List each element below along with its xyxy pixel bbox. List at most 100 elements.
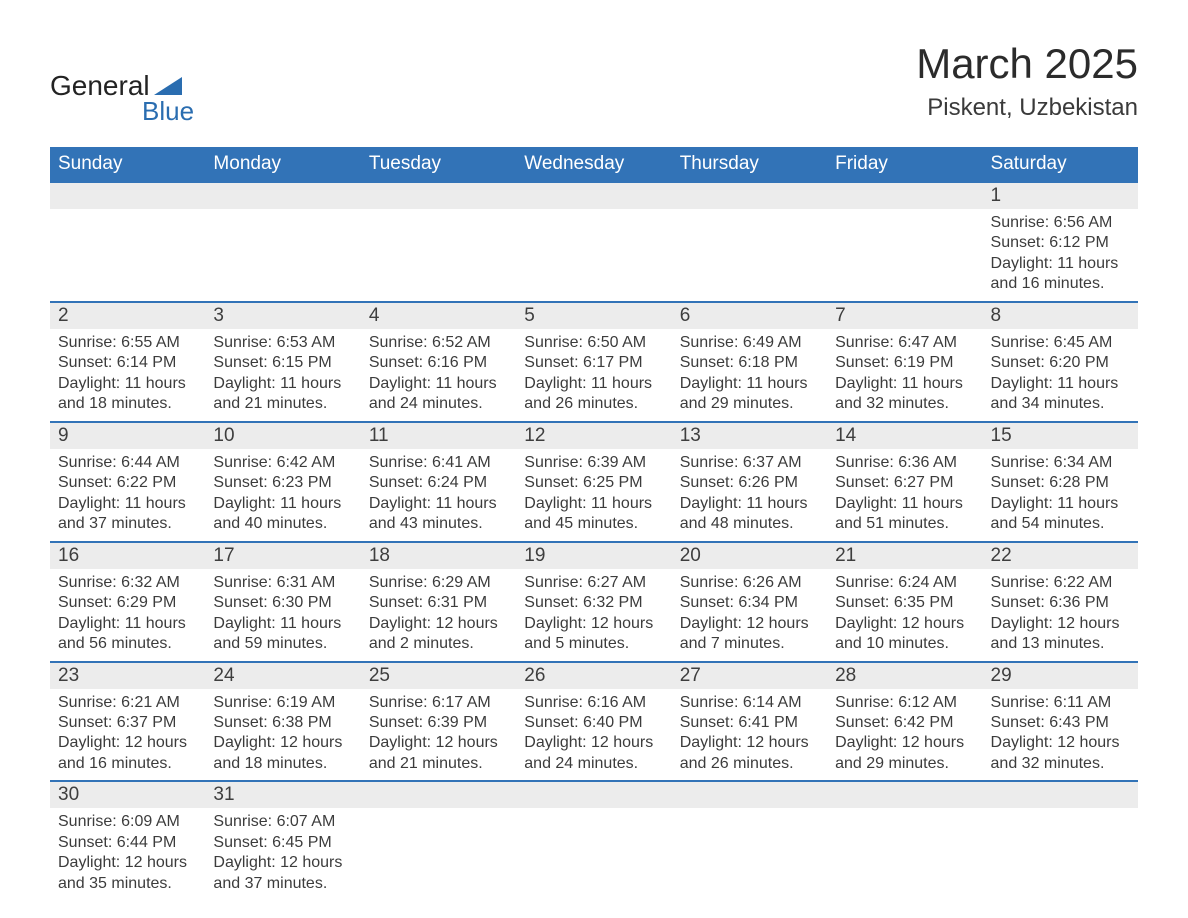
day-body: Sunrise: 6:56 AMSunset: 6:12 PMDaylight:… [983,209,1138,301]
day-number: 23 [50,663,205,689]
day-number: 4 [361,303,516,329]
sunset-line: Sunset: 6:12 PM [991,233,1130,253]
sunset-line: Sunset: 6:20 PM [991,353,1130,373]
sunset-line: Sunset: 6:29 PM [58,593,197,613]
sunset-line: Sunset: 6:34 PM [680,593,819,613]
weekday-header: Saturday [983,147,1138,182]
logo-word2: Blue [142,96,194,127]
calendar-day-cell [50,182,205,302]
day-body: Sunrise: 6:32 AMSunset: 6:29 PMDaylight:… [50,569,205,661]
sunrise-line: Sunrise: 6:11 AM [991,693,1130,713]
daylight-line: Daylight: 12 hours and 7 minutes. [680,614,819,655]
day-body-empty [516,209,671,279]
day-number: 1 [983,183,1138,209]
day-body-empty [827,808,982,878]
calendar-day-cell [516,182,671,302]
day-body: Sunrise: 6:41 AMSunset: 6:24 PMDaylight:… [361,449,516,541]
calendar-day-cell: 12Sunrise: 6:39 AMSunset: 6:25 PMDayligh… [516,422,671,542]
day-body-empty [672,808,827,878]
daylight-line: Daylight: 11 hours and 16 minutes. [991,254,1130,295]
sunset-line: Sunset: 6:15 PM [213,353,352,373]
sunrise-line: Sunrise: 6:19 AM [213,693,352,713]
calendar-day-cell: 1Sunrise: 6:56 AMSunset: 6:12 PMDaylight… [983,182,1138,302]
weekday-header-row: SundayMondayTuesdayWednesdayThursdayFrid… [50,147,1138,182]
calendar-week-row: 16Sunrise: 6:32 AMSunset: 6:29 PMDayligh… [50,542,1138,662]
day-body: Sunrise: 6:50 AMSunset: 6:17 PMDaylight:… [516,329,671,421]
day-number: 9 [50,423,205,449]
calendar-day-cell [827,182,982,302]
daylight-line: Daylight: 12 hours and 35 minutes. [58,853,197,894]
daylight-line: Daylight: 12 hours and 13 minutes. [991,614,1130,655]
calendar-day-cell [205,182,360,302]
sunrise-line: Sunrise: 6:24 AM [835,573,974,593]
day-number-empty [827,183,982,209]
daylight-line: Daylight: 12 hours and 10 minutes. [835,614,974,655]
day-body: Sunrise: 6:39 AMSunset: 6:25 PMDaylight:… [516,449,671,541]
daylight-line: Daylight: 11 hours and 29 minutes. [680,374,819,415]
sunset-line: Sunset: 6:35 PM [835,593,974,613]
day-body: Sunrise: 6:22 AMSunset: 6:36 PMDaylight:… [983,569,1138,661]
sunrise-line: Sunrise: 6:16 AM [524,693,663,713]
day-number: 6 [672,303,827,329]
sunrise-line: Sunrise: 6:07 AM [213,812,352,832]
day-body-empty [672,209,827,279]
sunset-line: Sunset: 6:26 PM [680,473,819,493]
daylight-line: Daylight: 11 hours and 48 minutes. [680,494,819,535]
day-number: 17 [205,543,360,569]
day-body-empty [361,808,516,878]
calendar-week-row: 23Sunrise: 6:21 AMSunset: 6:37 PMDayligh… [50,662,1138,782]
day-number: 15 [983,423,1138,449]
day-body-empty [983,808,1138,878]
sunrise-line: Sunrise: 6:49 AM [680,333,819,353]
day-body: Sunrise: 6:17 AMSunset: 6:39 PMDaylight:… [361,689,516,781]
calendar-day-cell: 10Sunrise: 6:42 AMSunset: 6:23 PMDayligh… [205,422,360,542]
day-number: 21 [827,543,982,569]
day-number: 8 [983,303,1138,329]
sunrise-line: Sunrise: 6:53 AM [213,333,352,353]
day-number-empty [361,782,516,808]
logo: General Blue [50,70,194,127]
sunset-line: Sunset: 6:45 PM [213,833,352,853]
day-number: 24 [205,663,360,689]
title-block: March 2025 Piskent, Uzbekistan [916,40,1138,122]
sunrise-line: Sunrise: 6:32 AM [58,573,197,593]
daylight-line: Daylight: 11 hours and 32 minutes. [835,374,974,415]
day-body: Sunrise: 6:26 AMSunset: 6:34 PMDaylight:… [672,569,827,661]
weekday-header: Monday [205,147,360,182]
calendar-day-cell: 19Sunrise: 6:27 AMSunset: 6:32 PMDayligh… [516,542,671,662]
sunrise-line: Sunrise: 6:21 AM [58,693,197,713]
calendar-week-row: 30Sunrise: 6:09 AMSunset: 6:44 PMDayligh… [50,781,1138,900]
calendar-day-cell: 23Sunrise: 6:21 AMSunset: 6:37 PMDayligh… [50,662,205,782]
calendar-day-cell [672,182,827,302]
weekday-header: Tuesday [361,147,516,182]
day-body: Sunrise: 6:49 AMSunset: 6:18 PMDaylight:… [672,329,827,421]
header: General Blue March 2025 Piskent, Uzbekis… [50,40,1138,127]
calendar-day-cell: 28Sunrise: 6:12 AMSunset: 6:42 PMDayligh… [827,662,982,782]
day-body: Sunrise: 6:11 AMSunset: 6:43 PMDaylight:… [983,689,1138,781]
location: Piskent, Uzbekistan [916,94,1138,122]
calendar-day-cell: 2Sunrise: 6:55 AMSunset: 6:14 PMDaylight… [50,302,205,422]
day-number: 18 [361,543,516,569]
day-number-empty [361,183,516,209]
sunset-line: Sunset: 6:14 PM [58,353,197,373]
day-body: Sunrise: 6:24 AMSunset: 6:35 PMDaylight:… [827,569,982,661]
calendar-day-cell: 15Sunrise: 6:34 AMSunset: 6:28 PMDayligh… [983,422,1138,542]
sunrise-line: Sunrise: 6:56 AM [991,213,1130,233]
day-body: Sunrise: 6:53 AMSunset: 6:15 PMDaylight:… [205,329,360,421]
day-number-empty [827,782,982,808]
calendar-day-cell: 4Sunrise: 6:52 AMSunset: 6:16 PMDaylight… [361,302,516,422]
calendar-day-cell [361,182,516,302]
day-number: 22 [983,543,1138,569]
calendar-day-cell [827,781,982,900]
weekday-header: Friday [827,147,982,182]
calendar-day-cell [983,781,1138,900]
calendar-day-cell: 7Sunrise: 6:47 AMSunset: 6:19 PMDaylight… [827,302,982,422]
daylight-line: Daylight: 11 hours and 43 minutes. [369,494,508,535]
day-number-empty [516,782,671,808]
calendar-table: SundayMondayTuesdayWednesdayThursdayFrid… [50,147,1138,900]
sunrise-line: Sunrise: 6:44 AM [58,453,197,473]
calendar-day-cell: 22Sunrise: 6:22 AMSunset: 6:36 PMDayligh… [983,542,1138,662]
day-number-empty [672,782,827,808]
day-number-empty [205,183,360,209]
day-body: Sunrise: 6:29 AMSunset: 6:31 PMDaylight:… [361,569,516,661]
